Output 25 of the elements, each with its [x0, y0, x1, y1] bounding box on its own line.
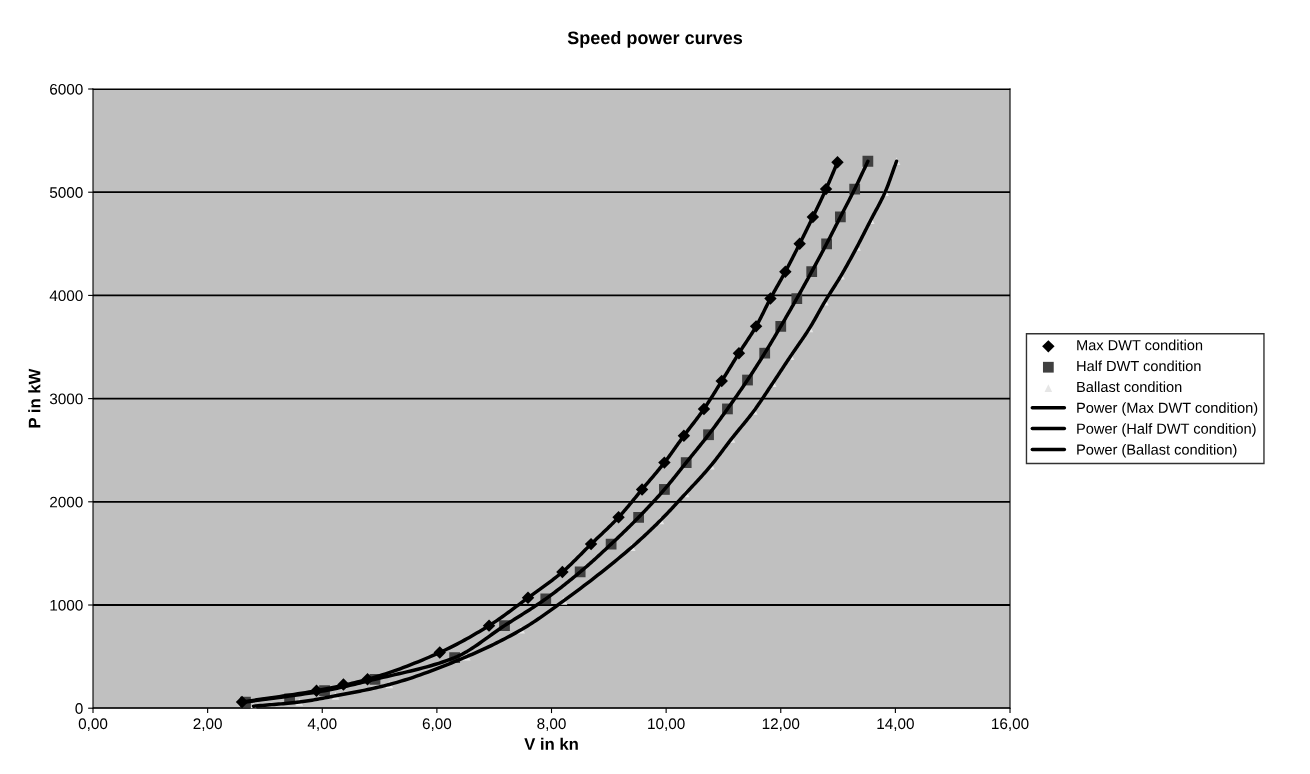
- y-axis-title: P in kW: [28, 368, 41, 428]
- y-tick-label: 3000: [49, 393, 83, 405]
- legend-label: Ballast condition: [1077, 381, 1182, 393]
- legend-label: Half DWT condition: [1077, 360, 1201, 372]
- chart-title: Speed power curves: [567, 30, 743, 48]
- legend-label: Power (Ballast condition): [1077, 444, 1237, 458]
- x-tick-label: 8,00: [537, 718, 566, 731]
- legend-label: Max DWT condition: [1077, 339, 1203, 351]
- y-tick-label: 1000: [50, 599, 83, 611]
- x-tick-label: 14,00: [877, 718, 914, 731]
- x-tick-label: 10,00: [648, 718, 685, 731]
- y-tick-label: 4000: [49, 290, 83, 302]
- y-tick-label: 6000: [50, 83, 83, 95]
- x-tick-label: 12,00: [762, 718, 800, 731]
- legend-label: Power (Max DWT condition): [1077, 402, 1258, 416]
- x-axis-title: V in kn: [524, 737, 578, 750]
- legend-label: Power (Half DWT condition): [1077, 423, 1256, 437]
- x-tick-label: 4,00: [307, 718, 337, 731]
- y-tick-label: 5000: [49, 187, 83, 198]
- x-tick-label: 2,00: [193, 718, 222, 731]
- x-tick-label: 6,00: [422, 718, 452, 731]
- y-tick-label: 2000: [50, 496, 83, 508]
- y-tick-label: 0: [75, 703, 83, 714]
- x-tick-label: 0,00: [78, 718, 108, 731]
- x-tick-label: 16,00: [992, 718, 1029, 731]
